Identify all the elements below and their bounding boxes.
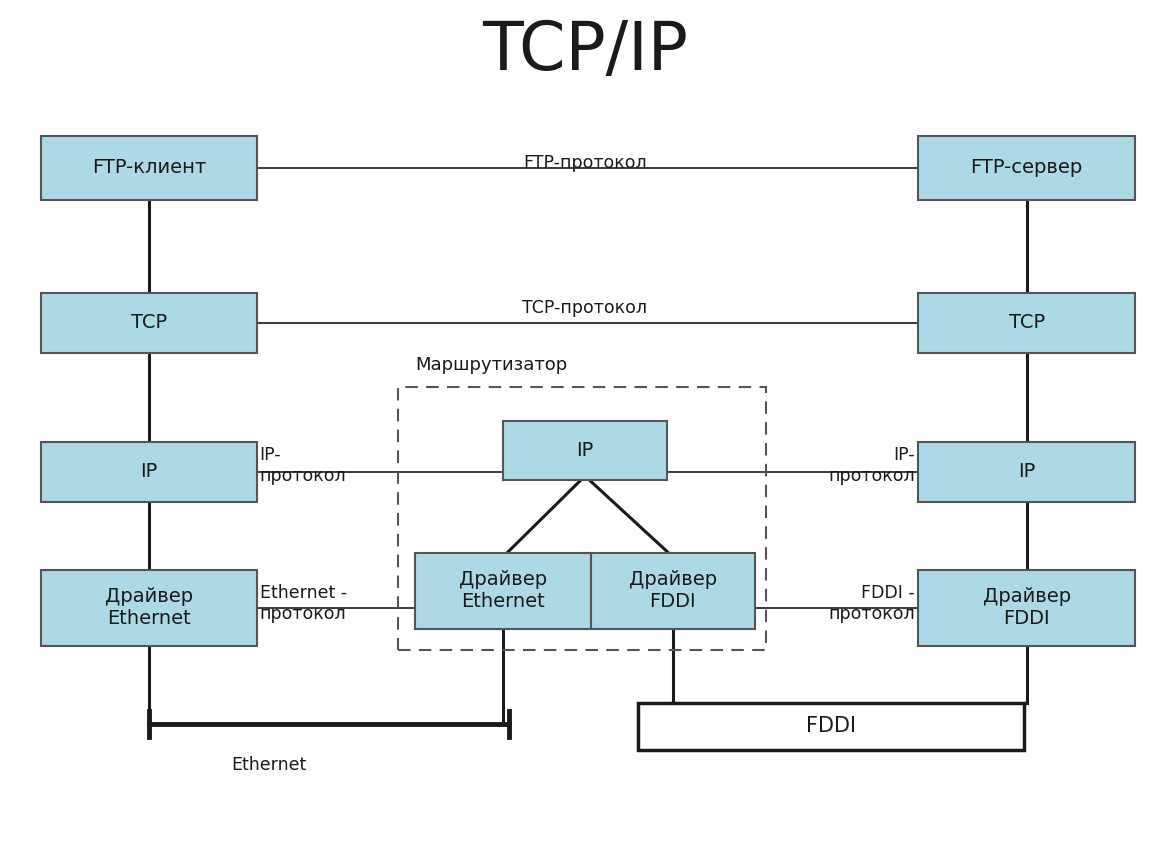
Text: TCP: TCP [131,314,167,332]
Text: FTP-сервер: FTP-сервер [971,158,1082,178]
FancyBboxPatch shape [415,552,591,629]
Text: Ethernet -
протокол: Ethernet - протокол [260,584,346,623]
FancyBboxPatch shape [918,570,1135,646]
Text: Драйвер
Ethernet: Драйвер Ethernet [459,570,548,611]
Text: Драйвер
FDDI: Драйвер FDDI [983,587,1071,628]
Text: FDDI: FDDI [806,717,855,736]
Text: FDDI -
протокол: FDDI - протокол [828,584,915,623]
Text: Ethernet: Ethernet [232,756,307,774]
Bar [638,703,1024,750]
FancyBboxPatch shape [591,552,755,629]
Text: IP: IP [577,441,593,460]
Text: TCP: TCP [1009,314,1045,332]
Text: Маршрутизатор: Маршрутизатор [415,356,567,374]
Text: IP: IP [1018,462,1035,481]
FancyBboxPatch shape [41,570,257,646]
FancyBboxPatch shape [41,136,257,200]
Text: Драйвер
FDDI: Драйвер FDDI [628,570,717,611]
FancyBboxPatch shape [41,442,257,501]
Text: FTP-клиент: FTP-клиент [92,158,206,178]
Bar [398,387,766,650]
Text: FTP-протокол: FTP-протокол [523,154,647,173]
Text: TCP-протокол: TCP-протокол [523,298,647,317]
Text: TCP/IP: TCP/IP [482,18,688,84]
Text: Драйвер
Ethernet: Драйвер Ethernet [105,587,193,628]
FancyBboxPatch shape [918,136,1135,200]
FancyBboxPatch shape [41,293,257,353]
FancyBboxPatch shape [918,442,1135,501]
Text: IP-
протокол: IP- протокол [260,446,346,485]
FancyBboxPatch shape [503,421,667,480]
FancyBboxPatch shape [918,293,1135,353]
Text: IP: IP [140,462,158,481]
Text: IP-
протокол: IP- протокол [828,446,915,485]
